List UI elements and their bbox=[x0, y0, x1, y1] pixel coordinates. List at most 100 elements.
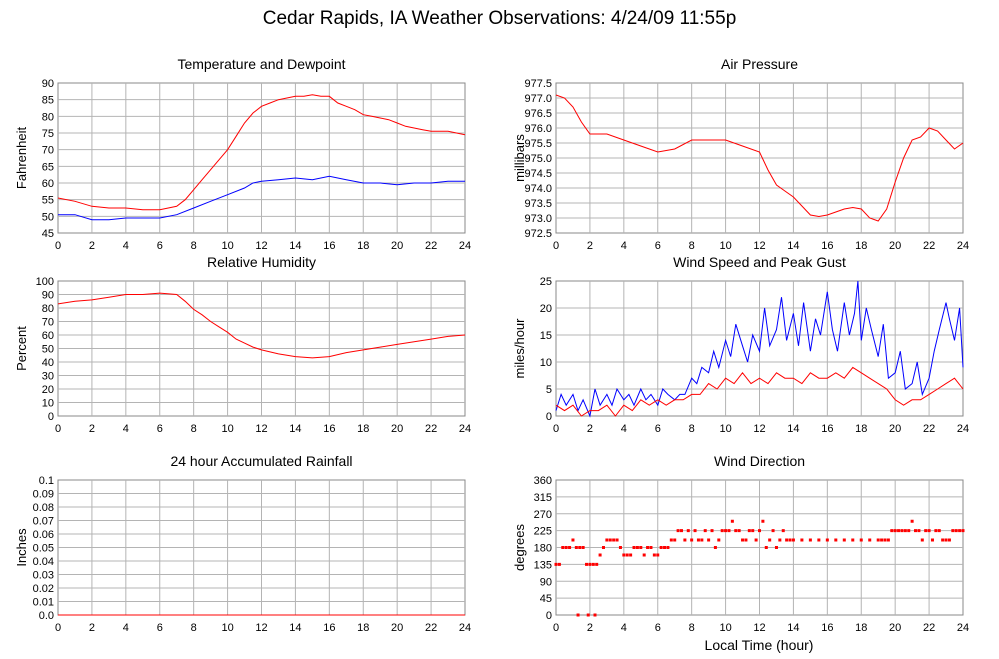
x-tick-label: 18 bbox=[855, 622, 867, 634]
x-tick-label: 22 bbox=[425, 240, 437, 252]
data-point bbox=[917, 529, 921, 533]
data-point bbox=[720, 529, 724, 533]
y-tick-label: 976.5 bbox=[524, 108, 552, 120]
data-point bbox=[679, 529, 683, 533]
x-tick-label: 18 bbox=[357, 622, 369, 634]
y-tick-label: 0.0 bbox=[39, 610, 54, 622]
x-tick-label: 0 bbox=[55, 622, 61, 634]
x-tick-label: 4 bbox=[123, 622, 129, 634]
data-point bbox=[652, 553, 656, 557]
x-tick-label: 14 bbox=[289, 622, 301, 634]
data-point bbox=[554, 562, 558, 566]
data-point bbox=[771, 529, 775, 533]
data-point bbox=[903, 529, 907, 533]
data-point bbox=[622, 553, 626, 557]
y-tick-label: 972.5 bbox=[524, 228, 552, 240]
data-point bbox=[937, 529, 941, 533]
y-tick-label: 0.1 bbox=[39, 475, 54, 487]
y-tick-label: 180 bbox=[534, 543, 552, 555]
data-point bbox=[893, 529, 897, 533]
y-tick-label: 15 bbox=[540, 330, 552, 342]
data-point bbox=[586, 613, 590, 617]
data-point bbox=[883, 538, 887, 542]
data-point bbox=[944, 538, 948, 542]
data-point bbox=[741, 538, 745, 542]
data-point bbox=[683, 538, 687, 542]
y-tick-label: 975.0 bbox=[524, 153, 552, 165]
data-point bbox=[817, 538, 821, 542]
x-tick-label: 0 bbox=[553, 240, 559, 252]
x-tick-label: 6 bbox=[655, 622, 661, 634]
x-tick-label: 20 bbox=[391, 423, 403, 435]
data-point bbox=[842, 538, 846, 542]
x-tick-label: 10 bbox=[719, 622, 731, 634]
data-point bbox=[578, 546, 582, 549]
x-tick-label: 6 bbox=[157, 423, 163, 435]
data-point bbox=[649, 546, 653, 549]
x-tick-label: 2 bbox=[89, 240, 95, 252]
y-tick-label: 977.5 bbox=[524, 78, 552, 90]
x-tick-label: 18 bbox=[357, 240, 369, 252]
data-point bbox=[642, 553, 646, 557]
x-tick-label: 0 bbox=[55, 240, 61, 252]
data-point bbox=[639, 546, 643, 549]
x-tick-label: 0 bbox=[553, 622, 559, 634]
x-tick-label: 24 bbox=[957, 423, 969, 435]
x-tick-label: 24 bbox=[459, 240, 471, 252]
x-tick-label: 4 bbox=[621, 622, 627, 634]
data-point bbox=[574, 546, 578, 549]
y-tick-label: 0.02 bbox=[33, 583, 54, 595]
data-point bbox=[635, 546, 639, 549]
y-axis-label: Inches bbox=[14, 528, 29, 567]
data-point bbox=[920, 538, 924, 542]
data-point bbox=[761, 519, 765, 523]
data-point bbox=[781, 529, 785, 533]
x-tick-label: 12 bbox=[255, 240, 267, 252]
y-tick-label: 975.5 bbox=[524, 138, 552, 150]
data-point bbox=[686, 529, 690, 533]
y-tick-label: 100 bbox=[36, 276, 54, 288]
y-tick-label: 30 bbox=[42, 371, 54, 383]
y-tick-label: 5 bbox=[546, 384, 552, 396]
x-tick-label: 24 bbox=[459, 622, 471, 634]
y-tick-label: 360 bbox=[534, 475, 552, 487]
x-tick-label: 16 bbox=[821, 240, 833, 252]
data-point bbox=[730, 519, 734, 523]
x-tick-label: 12 bbox=[753, 423, 765, 435]
y-axis-label: miles/hour bbox=[512, 318, 527, 379]
data-point bbox=[914, 529, 918, 533]
x-tick-label: 18 bbox=[357, 423, 369, 435]
x-tick-label: 10 bbox=[221, 423, 233, 435]
data-point bbox=[676, 529, 680, 533]
data-point bbox=[612, 538, 616, 542]
x-tick-label: 8 bbox=[191, 622, 197, 634]
data-point bbox=[751, 529, 755, 533]
y-tick-label: 45 bbox=[540, 593, 552, 605]
x-tick-label: 2 bbox=[89, 622, 95, 634]
chart-title: 24 hour Accumulated Rainfall bbox=[170, 453, 352, 469]
y-tick-label: 315 bbox=[534, 492, 552, 504]
x-tick-label: 8 bbox=[689, 240, 695, 252]
x-tick-label: 2 bbox=[587, 240, 593, 252]
data-point bbox=[747, 529, 751, 533]
x-tick-label: 4 bbox=[123, 240, 129, 252]
data-point bbox=[568, 546, 572, 549]
chart-title: Relative Humidity bbox=[207, 254, 316, 270]
data-point bbox=[605, 538, 609, 542]
y-tick-label: 20 bbox=[42, 384, 54, 396]
data-point bbox=[656, 553, 660, 557]
data-point bbox=[934, 529, 938, 533]
x-tick-label: 10 bbox=[719, 240, 731, 252]
x-tick-label: 22 bbox=[425, 622, 437, 634]
data-point bbox=[897, 529, 901, 533]
data-point bbox=[947, 538, 951, 542]
y-tick-label: 0.03 bbox=[33, 570, 54, 582]
y-tick-label: 0 bbox=[546, 610, 552, 622]
x-tick-label: 8 bbox=[191, 240, 197, 252]
data-point bbox=[851, 538, 855, 542]
